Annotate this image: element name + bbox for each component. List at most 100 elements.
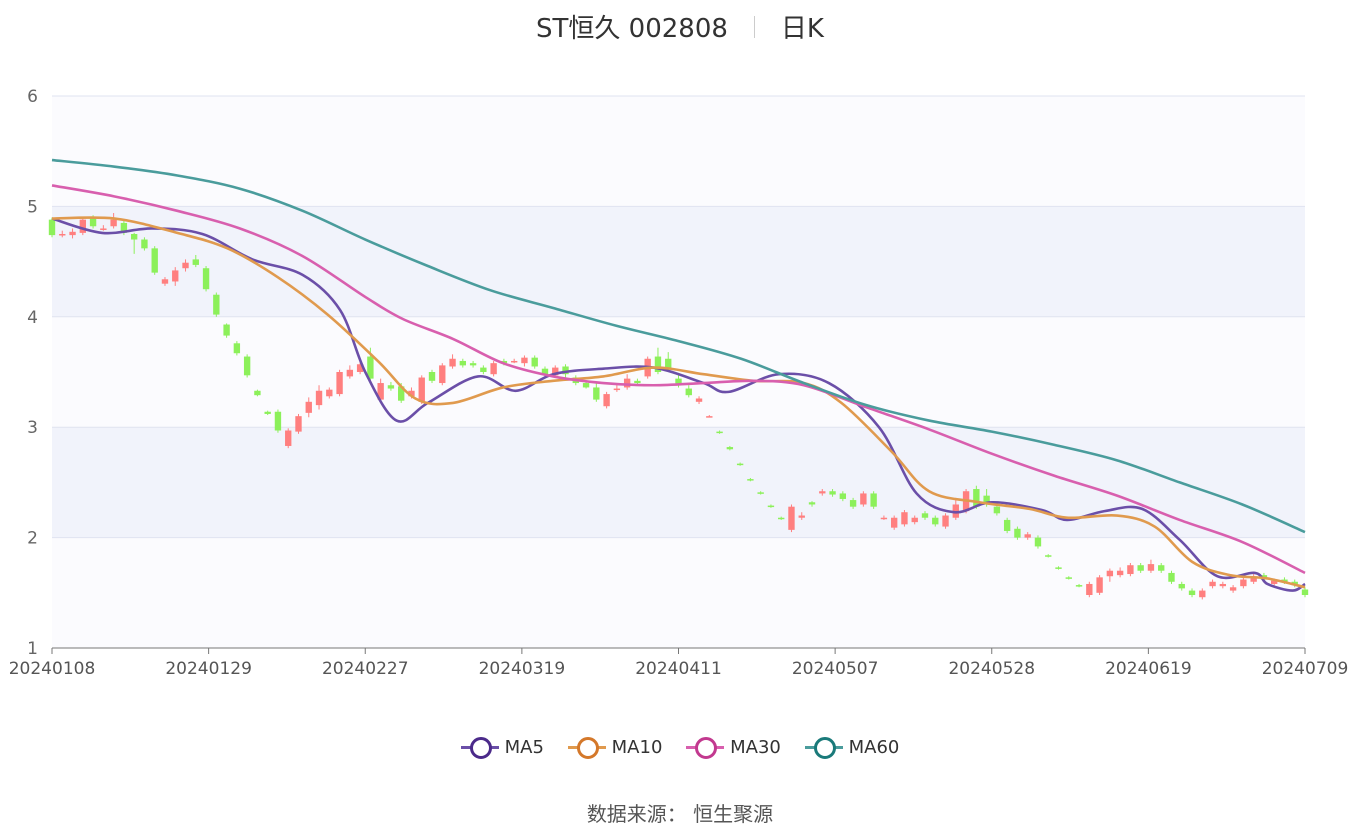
candle-body bbox=[377, 383, 384, 400]
candle-body bbox=[1147, 564, 1155, 571]
candle-body bbox=[264, 411, 271, 414]
candle-body bbox=[1301, 589, 1309, 596]
candle-body bbox=[274, 411, 282, 431]
x-tick-label: 20240108 bbox=[9, 659, 96, 679]
x-axis: 20240108 20240129 20240227 20240319 20240411… bbox=[9, 647, 1349, 679]
candle-body bbox=[1137, 565, 1144, 571]
legend-ma60-label: MA60 bbox=[848, 736, 900, 758]
source-label: 数据来源： bbox=[586, 802, 687, 826]
candle-body bbox=[1188, 590, 1196, 596]
x-tick-label: 20240411 bbox=[635, 659, 722, 679]
candle-body bbox=[480, 367, 487, 372]
candle-body bbox=[634, 380, 641, 384]
candle-body bbox=[582, 383, 590, 388]
candle-body bbox=[1106, 570, 1114, 577]
legend: MA5 MA10 MA30 MA60 bbox=[0, 734, 1360, 765]
legend-item-ma30[interactable]: MA30 bbox=[686, 734, 781, 760]
candle-body bbox=[1045, 555, 1052, 557]
legend-item-ma10[interactable]: MA10 bbox=[567, 734, 663, 760]
candle-body bbox=[860, 493, 867, 505]
x-tick-label: 20240619 bbox=[1105, 659, 1192, 679]
grid-band bbox=[52, 96, 1305, 207]
grid-band bbox=[52, 427, 1305, 538]
candle-body bbox=[315, 390, 323, 406]
y-tick-label: 2 bbox=[27, 529, 38, 549]
candle-body bbox=[408, 390, 415, 397]
candle-body bbox=[521, 357, 528, 364]
candle-body bbox=[1250, 576, 1257, 582]
legend-ma30-label: MA30 bbox=[730, 736, 781, 758]
candle-body bbox=[141, 239, 148, 249]
candle-body bbox=[1158, 565, 1165, 571]
x-tick-label: 20240528 bbox=[948, 659, 1035, 679]
candle-body bbox=[1086, 583, 1093, 596]
candle-body bbox=[613, 388, 621, 391]
candle-body bbox=[449, 358, 456, 367]
candle-body bbox=[839, 493, 847, 499]
candle-body bbox=[459, 360, 467, 366]
candle-body bbox=[1281, 579, 1288, 582]
candle-body bbox=[829, 491, 836, 495]
x-tick-label: 20240129 bbox=[165, 659, 252, 679]
candle-body bbox=[120, 222, 128, 233]
grid-band bbox=[52, 537, 1305, 648]
ma-line-ma30 bbox=[51, 184, 1306, 575]
candle-body bbox=[921, 513, 929, 518]
legend-item-ma60[interactable]: MA60 bbox=[804, 734, 900, 760]
y-tick-label: 6 bbox=[27, 87, 38, 107]
candle-body bbox=[716, 431, 723, 434]
candle-body bbox=[490, 363, 497, 375]
candle-body bbox=[100, 228, 107, 230]
candle-body bbox=[890, 517, 898, 528]
candle-body bbox=[500, 360, 508, 364]
candle-body bbox=[1199, 590, 1206, 598]
candle-body bbox=[1229, 587, 1237, 591]
candle-body bbox=[911, 517, 918, 523]
candle-body bbox=[1271, 580, 1278, 584]
ma-line-ma60 bbox=[51, 158, 1306, 534]
ma-line-ma10 bbox=[51, 216, 1306, 589]
candle-body bbox=[654, 356, 662, 372]
candle-body bbox=[623, 378, 631, 388]
candle-body bbox=[1065, 577, 1072, 579]
candle-body bbox=[870, 493, 877, 507]
candles bbox=[48, 213, 1309, 600]
candle-body bbox=[747, 479, 754, 481]
candle-body bbox=[89, 217, 97, 227]
candle-body bbox=[901, 512, 908, 525]
candle-body bbox=[1178, 583, 1185, 589]
data-source: 数据来源： 恒生聚源 bbox=[0, 798, 1360, 827]
candle-body bbox=[973, 489, 980, 507]
candle-body bbox=[603, 394, 610, 407]
candle-body bbox=[387, 385, 395, 389]
candle-body bbox=[59, 234, 66, 236]
candle-body bbox=[69, 231, 76, 236]
candle-body bbox=[541, 368, 549, 375]
y-tick-label: 3 bbox=[27, 418, 38, 438]
period-label: 日K bbox=[780, 14, 824, 44]
candle-body bbox=[880, 517, 888, 520]
candle-body bbox=[942, 515, 949, 527]
legend-ma60-icon bbox=[804, 734, 843, 760]
x-tick-label: 20240709 bbox=[1262, 659, 1349, 679]
candle-body bbox=[243, 356, 251, 376]
candle-body bbox=[1219, 583, 1227, 587]
candle-body bbox=[983, 495, 990, 505]
candle-body bbox=[767, 505, 775, 508]
candle-body bbox=[469, 363, 477, 366]
candle-body bbox=[706, 416, 713, 418]
candle-body bbox=[367, 356, 374, 379]
candle-body bbox=[285, 430, 292, 446]
legend-item-ma5[interactable]: MA5 bbox=[460, 734, 544, 760]
candle-body bbox=[685, 388, 692, 396]
candle-body bbox=[151, 248, 158, 273]
candle-body bbox=[932, 517, 939, 525]
candle-body bbox=[1024, 534, 1031, 538]
grid-band bbox=[52, 206, 1305, 317]
candle-body bbox=[778, 517, 785, 520]
candle-body bbox=[192, 259, 199, 265]
legend-ma10-label: MA10 bbox=[611, 736, 663, 758]
candle-body bbox=[562, 366, 569, 375]
legend-ma10-icon bbox=[567, 734, 606, 760]
